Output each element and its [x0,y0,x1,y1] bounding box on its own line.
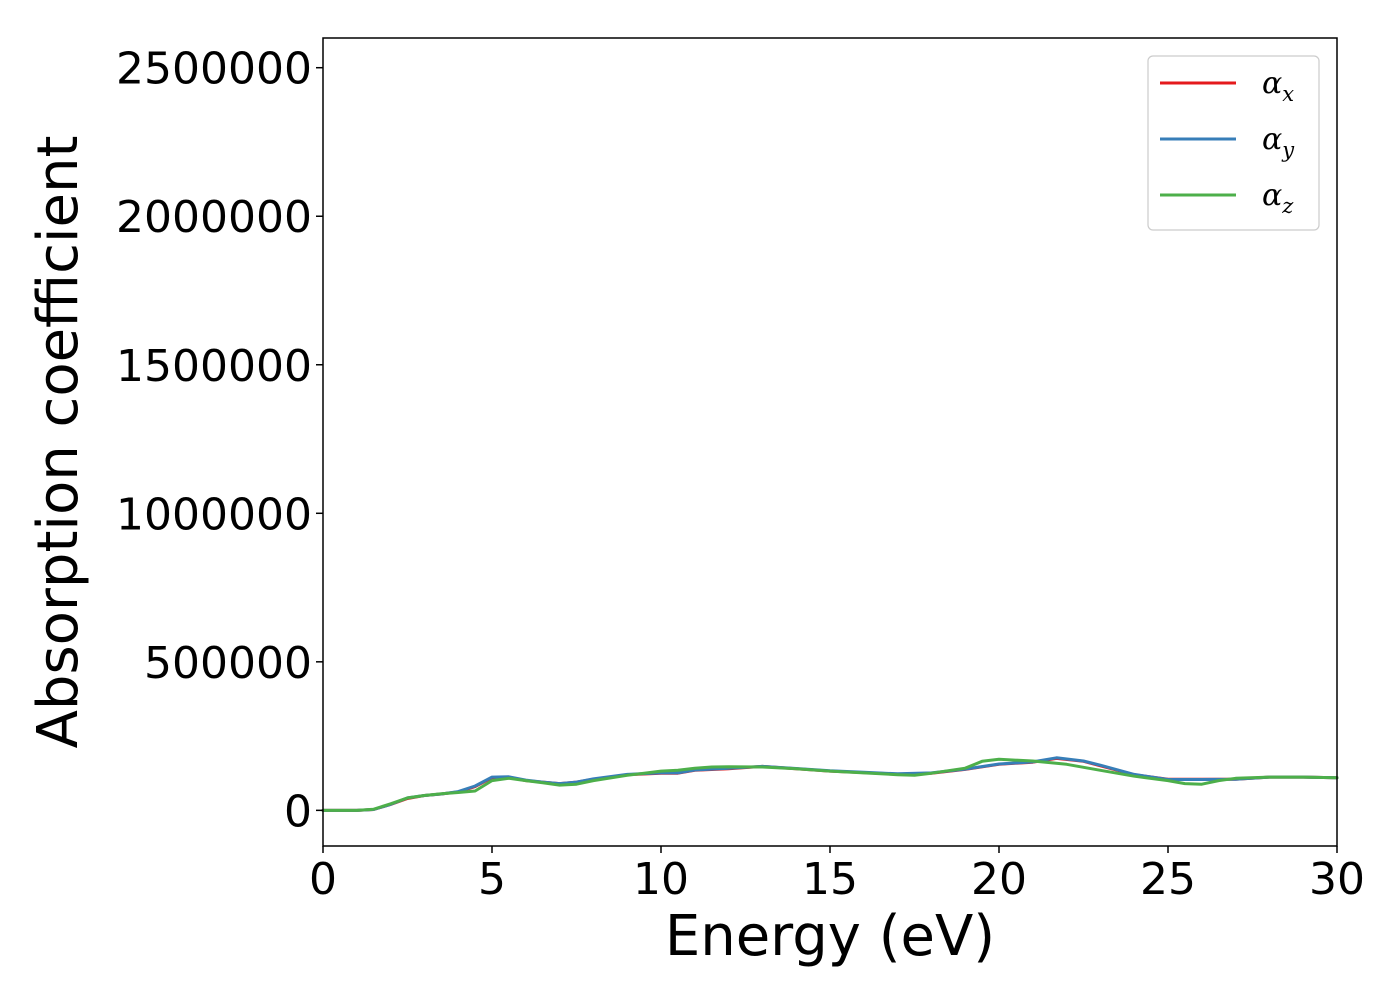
x-tick-label: 30 [1309,854,1365,905]
x-tick-label: 10 [633,854,689,905]
x-tick-label: 0 [309,854,337,905]
y-tick-label: 500000 [144,638,312,689]
series-line-z [321,757,1339,812]
x-axis-ticks: 0 5 10 15 20 25 30 [309,846,1365,905]
y-tick-label: 2500000 [116,44,312,95]
y-tick-label: 2000000 [116,192,312,243]
x-tick-label: 25 [1140,854,1196,905]
legend-box [1147,55,1320,231]
y-tick-label: 0 [284,786,312,837]
x-tick-label: 5 [478,854,506,905]
y-tick-label: 1500000 [116,341,312,392]
y-tick-label: 1000000 [116,489,312,540]
series-layer [321,756,1339,812]
x-tick-label: 15 [802,854,858,905]
y-axis-label: Absorption coefficient [26,136,91,749]
y-axis-ticks: 0 500000 1000000 1500000 2000000 2500000 [116,44,323,837]
x-axis-label: Energy (eV) [665,904,995,969]
x-tick-label: 20 [971,854,1027,905]
